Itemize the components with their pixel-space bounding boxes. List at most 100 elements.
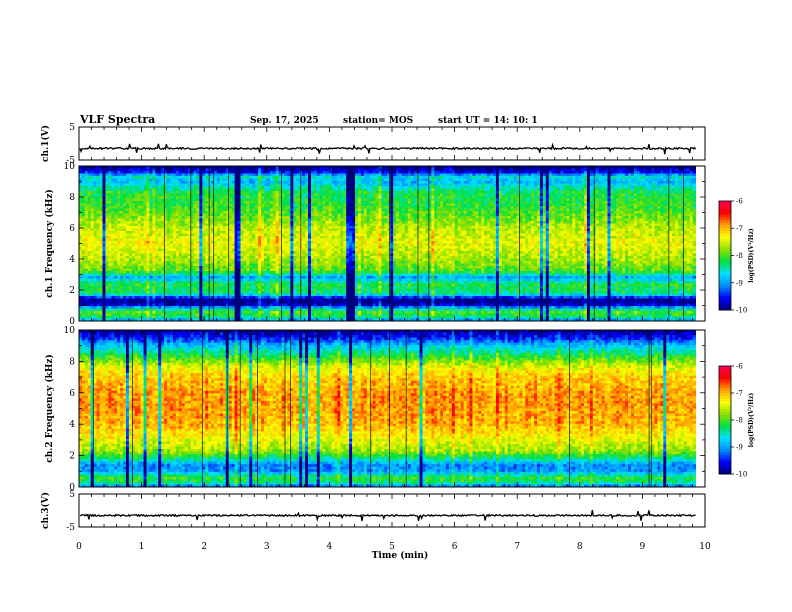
spectrogram-cell: [141, 216, 144, 219]
spectrogram-cell: [152, 259, 155, 262]
spectrogram-cell: [108, 211, 111, 214]
spectrogram-cell: [79, 256, 82, 259]
spectrogram-cell: [79, 284, 82, 287]
spectrogram-cell: [82, 179, 85, 182]
spectrogram-cell: [123, 244, 126, 247]
spectrogram-cell: [102, 314, 105, 317]
spectrogram-cell: [147, 309, 150, 312]
spectrogram-cell: [105, 264, 108, 267]
spectrogram-cell: [108, 261, 111, 264]
spectrogram-cell: [123, 231, 126, 234]
spectrogram-cell: [97, 284, 100, 287]
spectrogram-cell: [149, 276, 152, 279]
spectrogram-cell: [129, 196, 132, 199]
spectrogram-cell: [79, 239, 82, 242]
spectrogram-cell: [135, 311, 138, 314]
spectrogram-cell: [132, 291, 135, 294]
spectrogram-cell: [100, 234, 103, 237]
vlf-figure: VLF Spectra Sep. 17, 2025 station= MOS s…: [0, 0, 792, 612]
spectrogram-cell: [152, 229, 155, 232]
spectrogram-cell: [85, 174, 88, 177]
spectrogram-cell: [105, 301, 108, 304]
spectrogram-cell: [132, 234, 135, 237]
spectrogram-cell: [105, 234, 108, 237]
spectrogram-cell: [108, 314, 111, 317]
spectrogram-cell: [102, 199, 105, 202]
spectrogram-cell: [144, 299, 147, 302]
spectrogram-cell: [102, 251, 105, 254]
spectrogram-cell: [138, 224, 141, 227]
spectrogram-cell: [120, 201, 123, 204]
spectrogram-cell: [91, 179, 94, 182]
spectrogram-cell: [94, 301, 97, 304]
spectrogram-cell: [82, 224, 85, 227]
spectrogram-cell: [102, 196, 105, 199]
spectrogram-cell: [152, 219, 155, 222]
spectrogram-cell: [105, 196, 108, 199]
spectrogram-cell: [94, 171, 97, 174]
spectrogram-cell: [123, 311, 126, 314]
spectrogram-cell: [114, 189, 117, 192]
spectrogram-cell: [105, 241, 108, 244]
spectrogram-cell: [123, 284, 126, 287]
spectrogram-cell: [120, 286, 123, 289]
spectrogram-cell: [147, 251, 150, 254]
spectrogram-cell: [97, 289, 100, 292]
spectrogram-cell: [129, 254, 132, 257]
spectrogram-cell: [135, 169, 138, 172]
spectrogram-cell: [138, 296, 141, 299]
spectrogram-cell: [149, 174, 152, 177]
spectrogram-cell: [144, 251, 147, 254]
spectrogram-cell: [144, 316, 147, 319]
spectrogram-cell: [105, 199, 108, 202]
spectrogram-cell: [117, 229, 120, 232]
spectrogram-cell: [85, 219, 88, 222]
spectrogram-cell: [97, 241, 100, 244]
spectrogram-cell: [126, 301, 129, 304]
spectrogram-cell: [108, 224, 111, 227]
spectrogram-cell: [135, 174, 138, 177]
spectrogram-cell: [94, 184, 97, 187]
spectrogram-cell: [126, 194, 129, 197]
spectrogram-cell: [100, 281, 103, 284]
spectrogram-cell: [114, 256, 117, 259]
spectrogram-cell: [94, 206, 97, 209]
spectrogram-cell: [129, 294, 132, 297]
spectrogram-cell: [149, 264, 152, 267]
spectrogram-cell: [132, 279, 135, 282]
spectrogram-cell: [91, 294, 94, 297]
spectrogram-cell: [149, 296, 152, 299]
spectrogram-cell: [149, 196, 152, 199]
spectrogram-cell: [108, 169, 111, 172]
spectrogram-cell: [82, 209, 85, 212]
spectrogram-cell: [135, 199, 138, 202]
spectrogram-cell: [111, 279, 114, 282]
spectrogram-cell: [149, 221, 152, 224]
spectrogram-cell: [132, 206, 135, 209]
spectrogram-cell: [102, 224, 105, 227]
spectrogram-cell: [123, 214, 126, 217]
spectrogram-cell: [129, 309, 132, 312]
spectrogram-cell: [123, 306, 126, 309]
spectrogram-cell: [91, 284, 94, 287]
spectrogram-cell: [82, 189, 85, 192]
spectrogram-cell: [138, 241, 141, 244]
spectrogram-cell: [123, 199, 126, 202]
spectrogram-cell: [91, 306, 94, 309]
spectrogram-cell: [149, 206, 152, 209]
spectrogram-cell: [126, 304, 129, 307]
spectrogram-cell: [126, 234, 129, 237]
spectrogram-cell: [82, 269, 85, 272]
spectrogram-cell: [88, 276, 91, 279]
spectrogram-cell: [94, 296, 97, 299]
spectrogram-cell: [120, 244, 123, 247]
spectrogram-cell: [117, 306, 120, 309]
spectrogram-cell: [111, 199, 114, 202]
spectrogram-cell: [120, 249, 123, 252]
spectrogram-cell: [97, 224, 100, 227]
spectrogram-cell: [100, 211, 103, 214]
spectrogram-cell: [123, 229, 126, 232]
spectrogram-cell: [152, 284, 155, 287]
spectrogram-cell: [126, 274, 129, 277]
ch1-spectrogram-panel: 0246810ch.1 Frequency (kHz) -6-7-8-9-10lo…: [44, 162, 755, 327]
